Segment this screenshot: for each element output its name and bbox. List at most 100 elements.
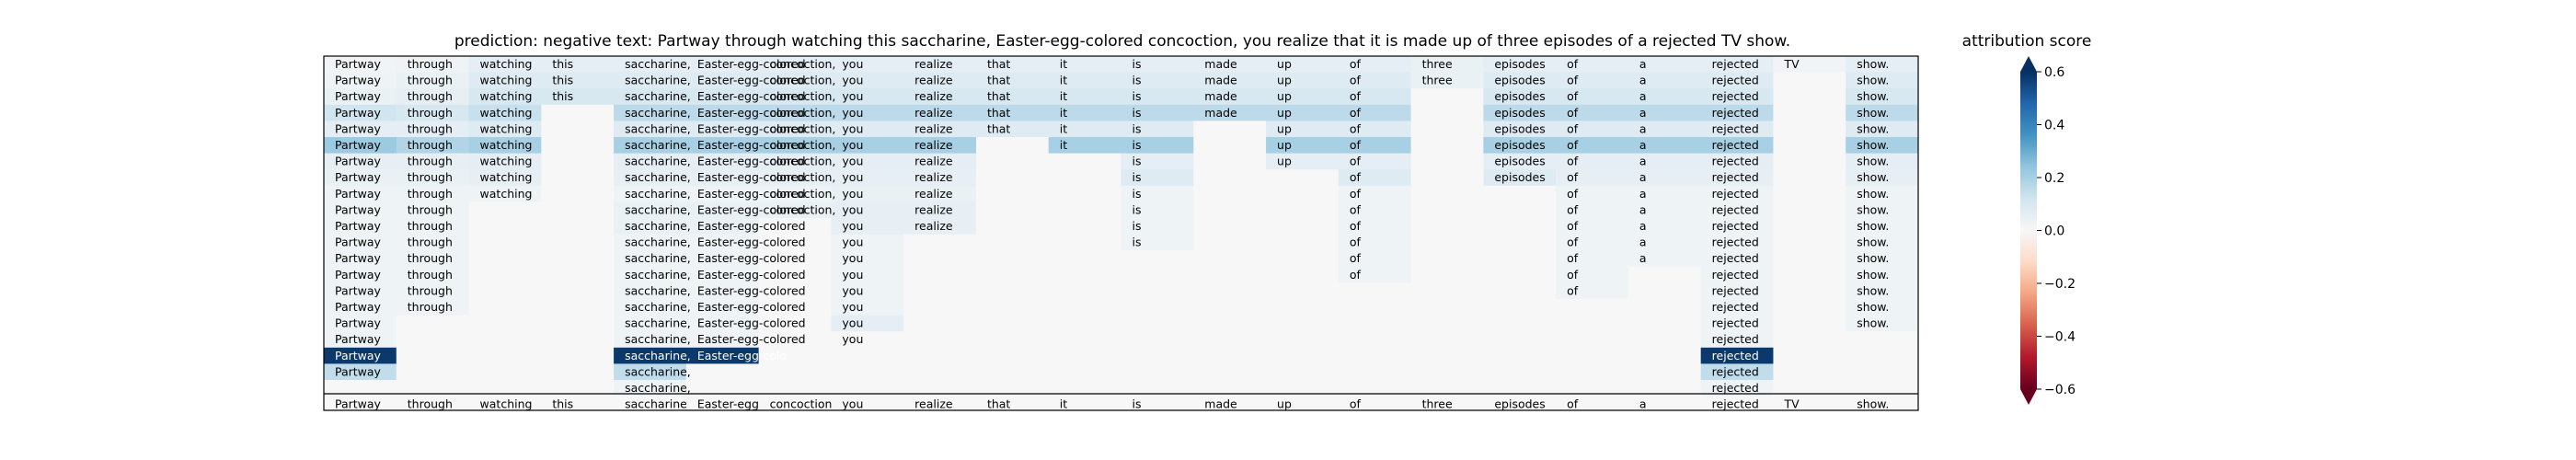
heatmap-cell — [975, 347, 1050, 364]
heatmap-cell — [1121, 169, 1194, 187]
heatmap-cell — [1193, 380, 1267, 397]
heatmap-cell — [324, 72, 397, 89]
heatmap-cell — [1410, 347, 1484, 364]
heatmap-cell — [614, 250, 687, 268]
heatmap-cell — [975, 56, 1050, 74]
heatmap-word: you — [842, 236, 863, 249]
heatmap-cell — [1627, 153, 1702, 170]
heatmap-word: Easter-egg-colored — [697, 57, 806, 71]
colorbar-tick-label: −0.6 — [2044, 383, 2076, 397]
heatmap-cell — [468, 282, 542, 300]
heatmap-cell — [1193, 266, 1267, 283]
heatmap-cell — [1338, 121, 1412, 138]
heatmap-word: Partway — [335, 236, 382, 249]
heatmap-word: through — [408, 121, 453, 135]
heatmap-word: Partway — [335, 202, 382, 216]
heatmap-word: Partway — [335, 251, 382, 265]
heatmap-word: show. — [1857, 170, 1889, 184]
heatmap-word: that — [987, 106, 1010, 120]
heatmap-cell — [975, 234, 1050, 251]
heatmap-cell — [1121, 331, 1194, 349]
heatmap-cell — [1556, 363, 1629, 381]
heatmap-cell — [1121, 363, 1194, 381]
heatmap-cell — [468, 185, 542, 202]
bottom-token-cell — [758, 396, 832, 413]
heatmap-word: Easter-egg-colored — [697, 251, 806, 265]
heatmap-cell — [1266, 137, 1340, 155]
heatmap-word: you — [842, 283, 863, 297]
heatmap-word: you — [842, 106, 863, 120]
heatmap-cell — [903, 104, 977, 121]
heatmap-cell — [1266, 72, 1340, 89]
heatmap-word: through — [408, 236, 453, 249]
bottom-token-cell — [1410, 396, 1484, 413]
heatmap-cell — [396, 331, 470, 349]
heatmap-cell — [1846, 218, 1919, 236]
heatmap-cell — [1121, 153, 1194, 170]
heatmap-word: that — [987, 121, 1010, 135]
heatmap-cell — [1846, 88, 1919, 106]
colorbar: 0.6 0.4 0.2 0.0 −0.2 −0.4 −0.6 — [2020, 56, 2076, 405]
heatmap-cell — [614, 88, 687, 106]
heatmap-cell — [1773, 250, 1846, 268]
heatmap-word: a — [1639, 138, 1647, 152]
heatmap-cell — [1410, 331, 1484, 349]
heatmap-cell — [1846, 72, 1919, 89]
heatmap-word: up — [1277, 57, 1292, 71]
heatmap-cell — [324, 266, 397, 283]
heatmap-cell — [1266, 153, 1340, 170]
heatmap-cell — [1410, 315, 1484, 332]
heatmap-word: made — [1204, 57, 1237, 71]
heatmap-cell — [1121, 347, 1194, 364]
heatmap-cell — [1193, 331, 1267, 349]
heatmap-cell — [614, 121, 687, 138]
heatmap-word: Partway — [335, 121, 382, 135]
heatmap-cell — [975, 250, 1050, 268]
heatmap-cell — [903, 234, 977, 251]
heatmap-cell — [1121, 72, 1194, 89]
heatmap-cell — [1193, 347, 1267, 364]
heatmap-cell — [831, 169, 904, 187]
heatmap-cell — [758, 218, 832, 236]
heatmap-cell — [1410, 121, 1484, 138]
heatmap-cell — [1483, 72, 1557, 89]
heatmap-cell — [1121, 218, 1194, 236]
heatmap-cell — [1700, 201, 1774, 219]
chart-title: prediction: negative text: Partway throu… — [454, 32, 1790, 51]
heatmap-cell — [831, 153, 904, 170]
heatmap-cell — [1410, 282, 1484, 300]
heatmap-word: saccharine, — [625, 236, 691, 249]
heatmap-cell — [1700, 331, 1774, 349]
heatmap-cell — [1483, 218, 1557, 236]
heatmap-word: through — [408, 170, 453, 184]
heatmap-cell — [1846, 185, 1919, 202]
heatmap-cell — [614, 363, 687, 381]
heatmap-cell — [1556, 234, 1629, 251]
heatmap-cell — [396, 153, 470, 170]
heatmap-word: through — [408, 155, 453, 168]
heatmap-cell — [1846, 201, 1919, 219]
bottom-token-label: up — [1277, 397, 1292, 411]
heatmap-cell — [324, 299, 397, 316]
heatmap-word: a — [1639, 106, 1647, 120]
heatmap-cell — [903, 169, 977, 187]
heatmap-cell — [1410, 104, 1484, 121]
heatmap-cell — [1846, 347, 1919, 364]
heatmap-cell — [1410, 169, 1484, 187]
heatmap-cell — [903, 218, 977, 236]
heatmap-cell — [1700, 56, 1774, 74]
heatmap-word: saccharine, — [625, 316, 691, 330]
heatmap-cell — [614, 266, 687, 283]
heatmap-cell — [1121, 380, 1194, 397]
heatmap-word: concoction, — [770, 155, 836, 168]
heatmap-cell — [975, 185, 1050, 202]
heatmap-cell — [468, 331, 542, 349]
heatmap-cell — [1700, 315, 1774, 332]
bottom-token-label: a — [1639, 397, 1647, 411]
heatmap-cell — [975, 299, 1050, 316]
heatmap-cell — [468, 137, 542, 155]
heatmap-cell — [324, 315, 397, 332]
heatmap-word: made — [1204, 89, 1237, 103]
heatmap-cell — [1700, 299, 1774, 316]
